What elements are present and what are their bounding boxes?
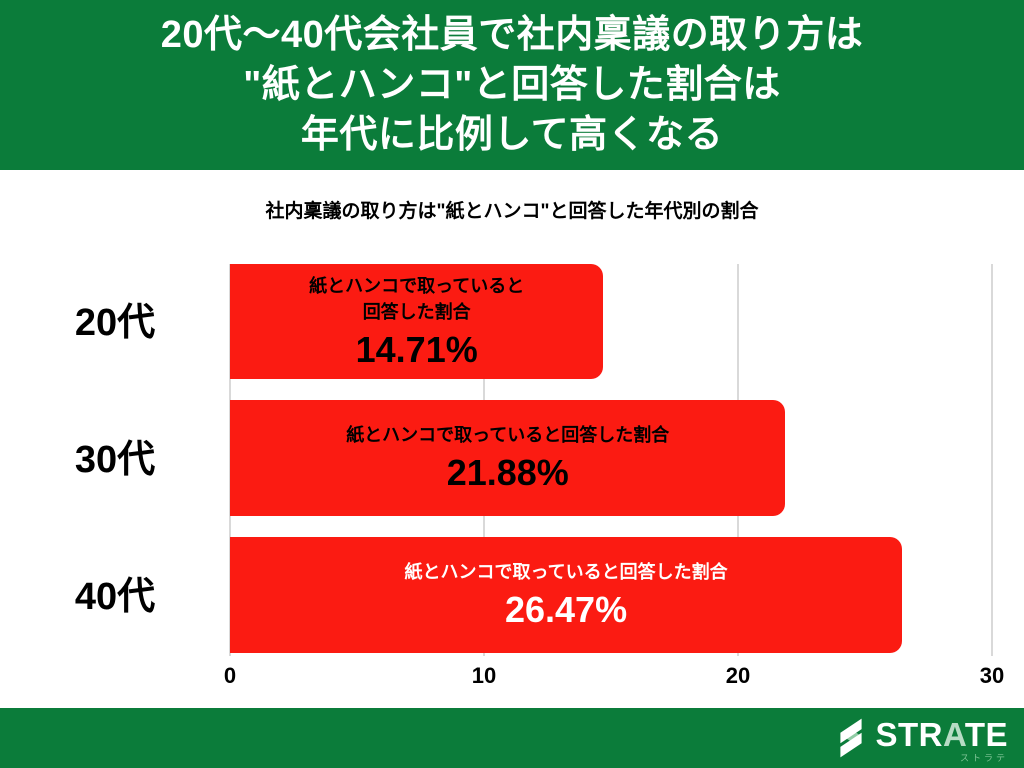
strate-brand-a: A	[942, 716, 965, 753]
x-tick-0: 0	[223, 663, 237, 688]
bar-20s-label-line1: 紙とハンコで取っていると	[309, 275, 525, 296]
x-axis: 0 10 20 30	[224, 663, 1004, 691]
bar-30s-value: 21.88%	[446, 452, 569, 493]
strate-s-ribbon-icon	[836, 715, 866, 766]
bar-row-20s: 紙とハンコで取っていると 回答した割合 14.71%	[230, 264, 992, 379]
x-tick-30: 30	[979, 663, 1005, 688]
category-label-30s: 30代	[74, 439, 156, 481]
x-tick-10: 10	[471, 663, 497, 688]
bar-30s: 紙とハンコで取っていると回答した割合 21.88%	[230, 400, 786, 516]
header-title-line-1: 20代〜40代会社員で社内稟議の取り方は	[160, 14, 864, 56]
bar-row-30s: 紙とハンコで取っていると回答した割合 21.88%	[230, 400, 992, 516]
chart-title: 社内稟議の取り方は"紙とハンコ"と回答した年代別の割合	[265, 201, 759, 222]
bar-40s-value: 26.47%	[504, 589, 628, 630]
strate-logo: STRATE ストラテ	[836, 715, 1008, 766]
category-label-40s: 40代	[74, 576, 156, 618]
category-label-20s: 20代	[74, 302, 156, 344]
gridline-30	[991, 264, 993, 656]
header-title-line-2: "紙とハンコ"と回答した割合は	[243, 64, 781, 106]
bar-40s: 紙とハンコで取っていると回答した割合 26.47%	[230, 537, 903, 653]
header-title-line-3: 年代に比例して高くなる	[300, 114, 724, 156]
bar-20s: 紙とハンコで取っていると 回答した割合 14.71%	[230, 264, 604, 379]
x-tick-20: 20	[725, 663, 751, 688]
strate-brand-name: STRATE	[875, 716, 1008, 753]
strate-kana-label: ストラテ	[959, 753, 1008, 763]
bar-row-40s: 紙とハンコで取っていると回答した割合 26.47%	[230, 537, 992, 653]
bar-20s-value: 14.71%	[355, 328, 478, 370]
bar-30s-label: 紙とハンコで取っていると回答した割合	[346, 425, 670, 445]
strate-logo-text: STRATE ストラテ	[875, 716, 1008, 764]
bar-20s-label-line2: 回答した割合	[362, 301, 471, 322]
bar-40s-label: 紙とハンコで取っていると回答した割合	[404, 562, 728, 582]
header-banner: 20代〜40代会社員で社内稟議の取り方は "紙とハンコ"と回答した割合は 年代に…	[0, 0, 1024, 170]
footer-banner: STRATE ストラテ	[0, 708, 1024, 768]
plot-area: 紙とハンコで取っていると 回答した割合 14.71% 紙とハンコで取っていると回…	[229, 264, 993, 656]
